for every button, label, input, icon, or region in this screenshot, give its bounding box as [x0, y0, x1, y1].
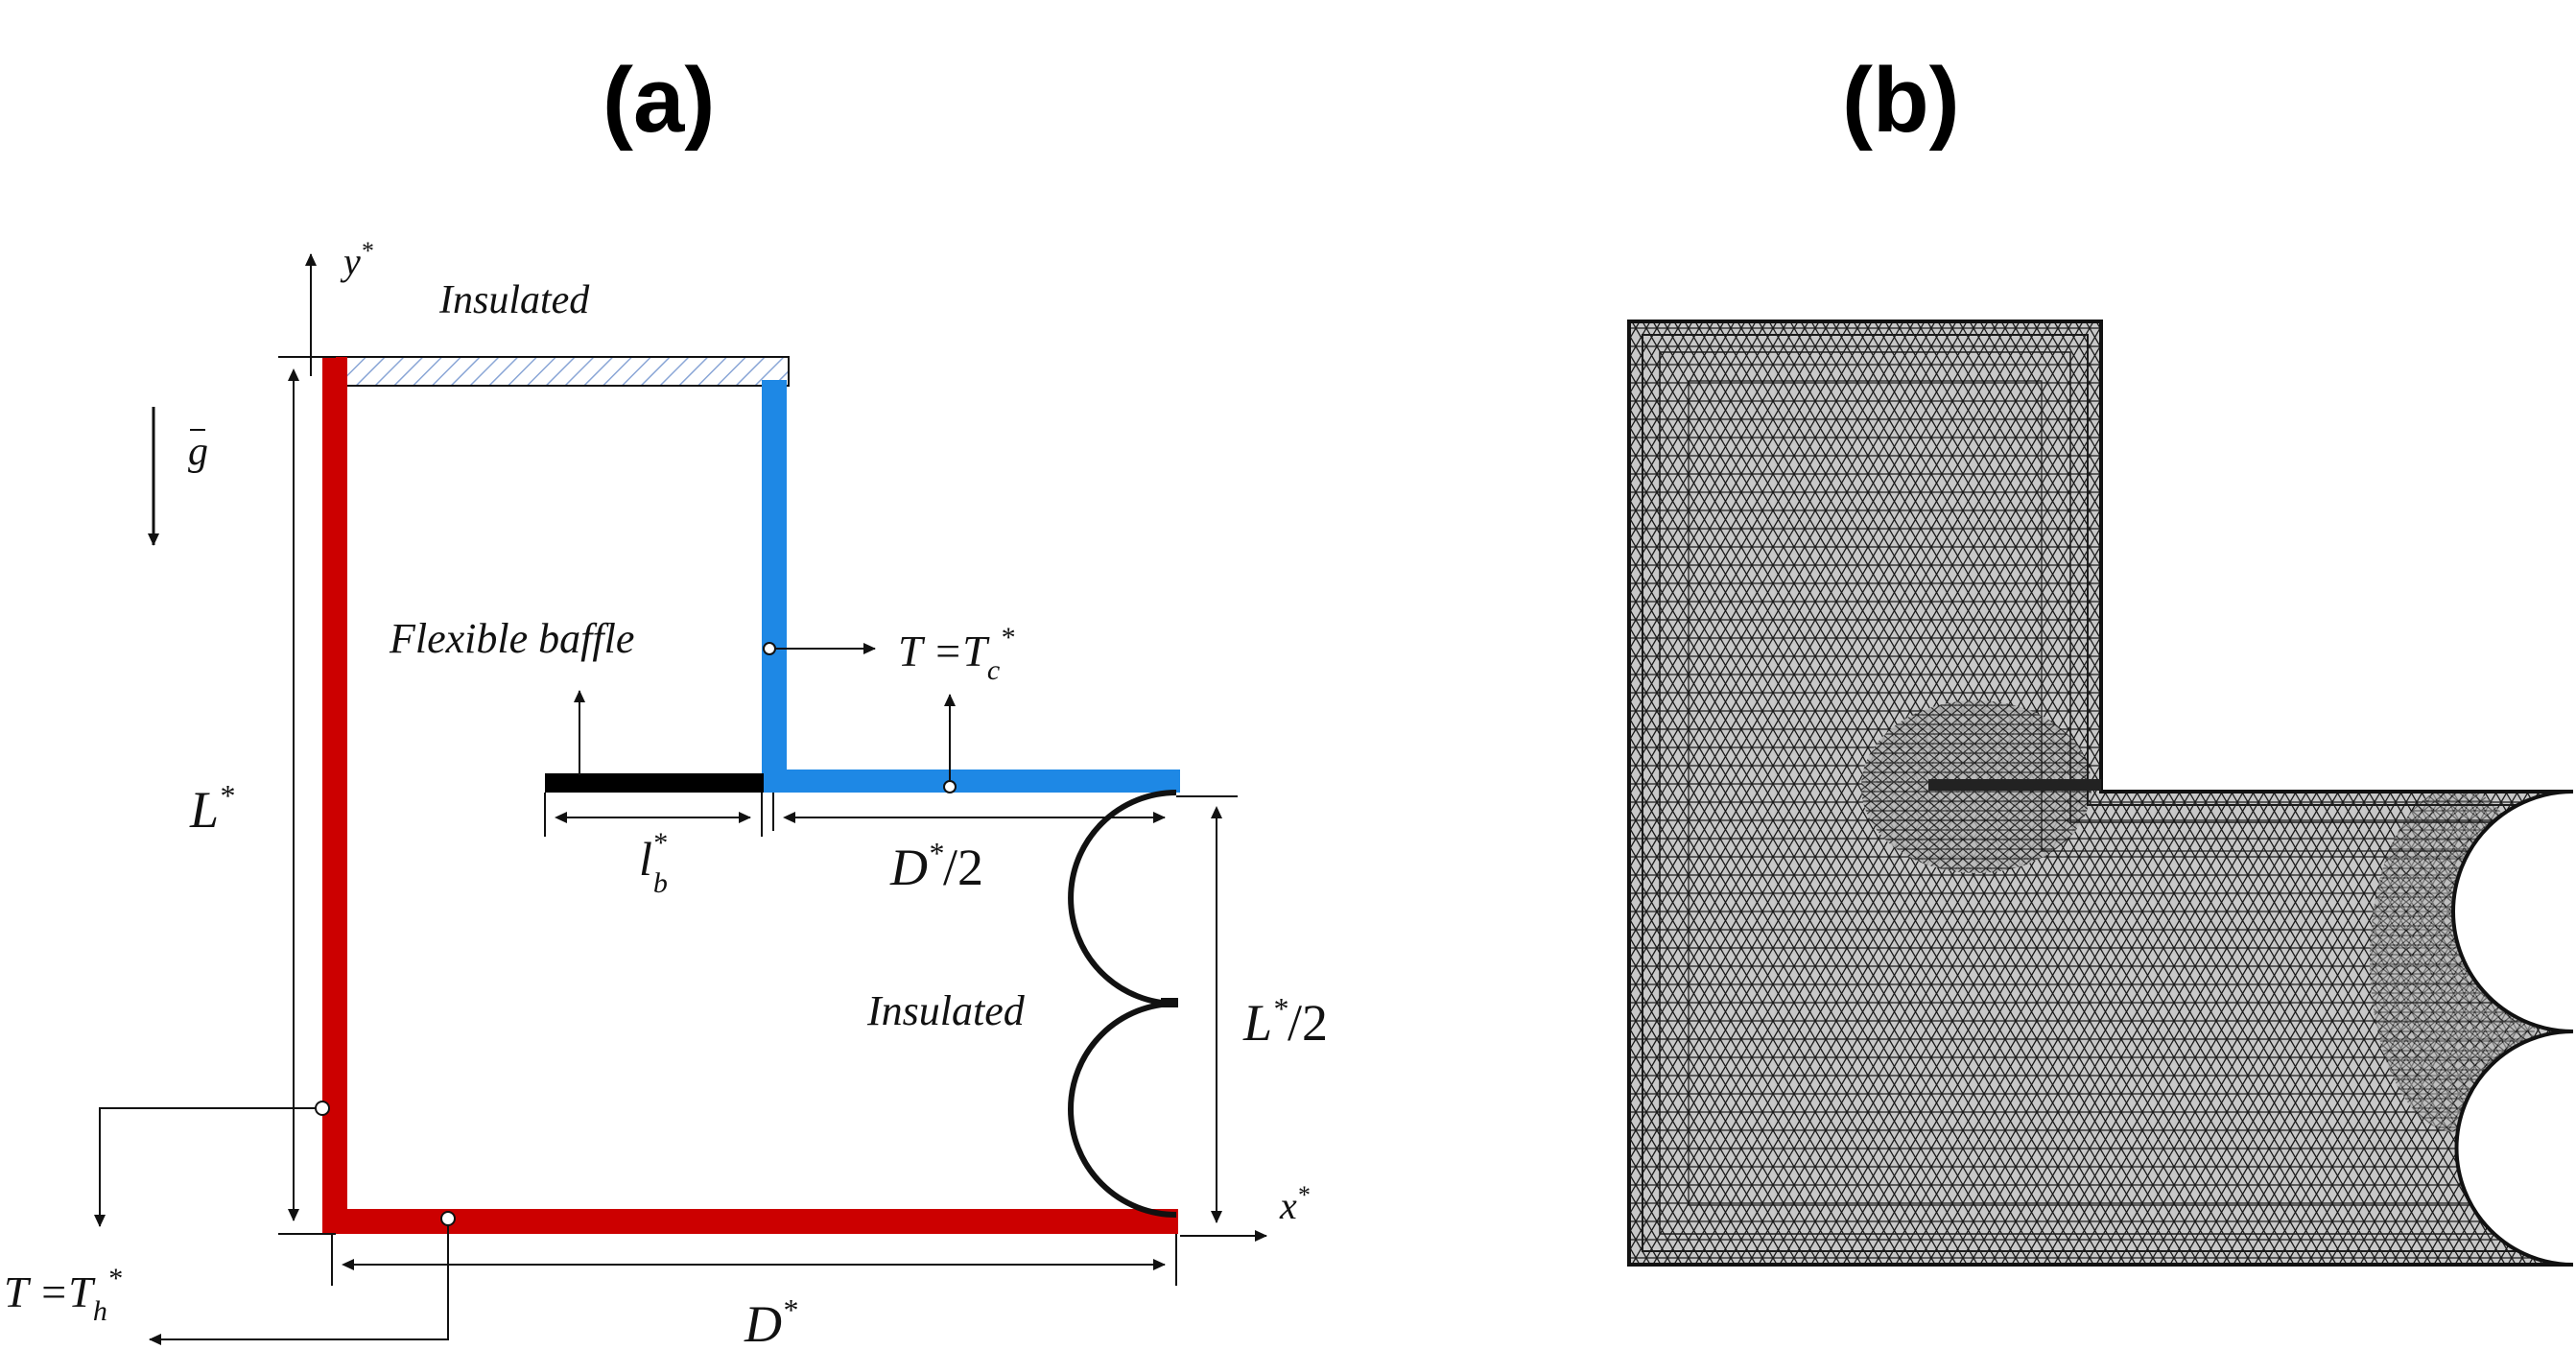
mesh-refinement-semicircles	[2370, 787, 2542, 1132]
hot-bc-label: T =Th*	[4, 1263, 122, 1327]
flexible-baffle	[545, 773, 764, 793]
width-dimension-label: D*	[744, 1292, 797, 1350]
x-axis-label: x*	[1279, 1181, 1310, 1227]
baffle-length-label: l* b	[639, 827, 668, 899]
schematic-diagram: y* x* Insulated Flexible baffle Insulate…	[4, 237, 1328, 1350]
insulated-semicircle-lower	[1068, 1001, 1177, 1218]
gravity-label: g	[188, 430, 208, 474]
mesh-refinement-baffle	[1861, 700, 2092, 873]
cold-bc-label: T =Tc*	[898, 622, 1014, 686]
mesh-outline	[1627, 320, 2574, 1267]
semicircle-junction	[1161, 998, 1178, 1007]
panel-a-label: (a)	[603, 49, 716, 152]
y-axis-label: y*	[340, 237, 373, 283]
height-dimension-label: L*	[189, 778, 234, 839]
baffle-label: Flexible baffle	[389, 615, 634, 662]
top-wall-label: Insulated	[438, 278, 590, 322]
hot-bc-pointer-bottom	[149, 1225, 449, 1345]
insulated-semicircle-upper	[1068, 790, 1177, 1007]
half-width-dimension-label: D*/2	[889, 836, 983, 896]
right-wall-label: Insulated	[866, 987, 1026, 1034]
hot-bottom-wall	[322, 1209, 1178, 1234]
cold-horizontal-wall	[762, 770, 1180, 793]
hot-left-wall	[322, 357, 347, 1232]
insulated-top-wall	[323, 356, 790, 387]
mesh-baffle	[1928, 779, 2101, 791]
cold-vertical-wall	[762, 380, 787, 791]
mesh-domain	[1629, 321, 2573, 1265]
half-height-dimension-label: L*/2	[1242, 991, 1328, 1052]
hot-bc-pointer-left	[94, 1107, 317, 1227]
panel-b-label: (b)	[1842, 49, 1960, 152]
